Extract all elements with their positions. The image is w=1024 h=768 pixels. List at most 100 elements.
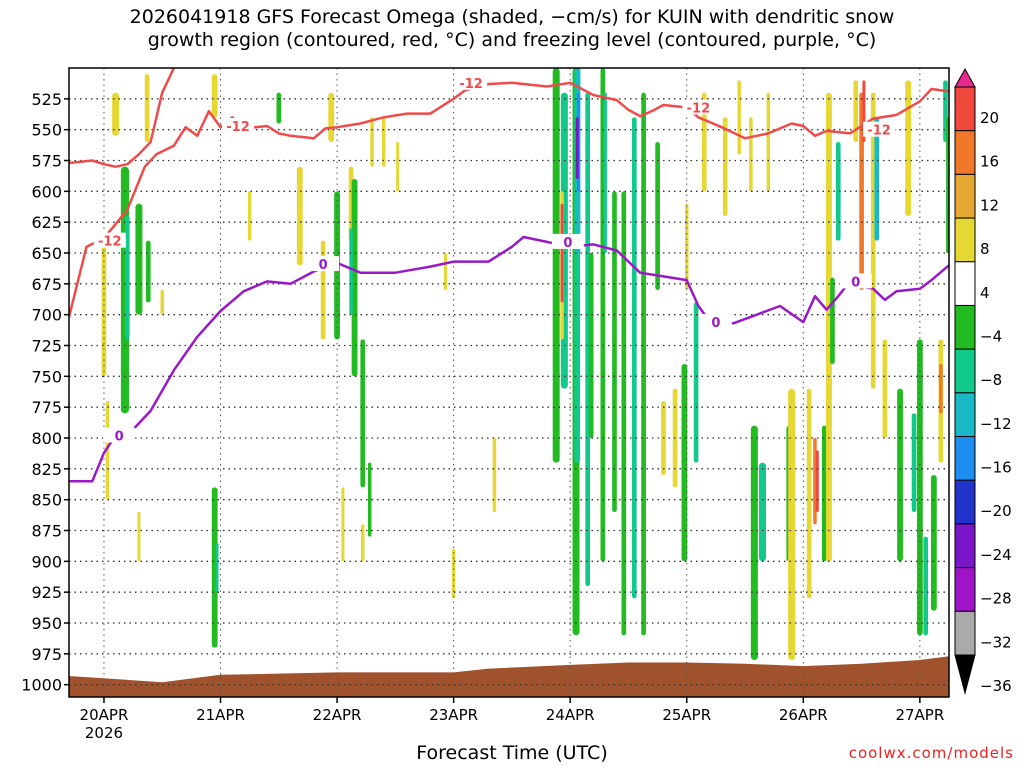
colorbar-label-1: 16 bbox=[980, 153, 999, 171]
omega-blob-6 bbox=[145, 240, 151, 303]
omega-blob-67 bbox=[821, 425, 827, 562]
y-tick-label-12: 825 bbox=[31, 460, 62, 479]
colorbar-swatch-2 bbox=[954, 130, 976, 175]
omega-blob-18 bbox=[320, 240, 326, 340]
omega-blob-23 bbox=[367, 462, 372, 537]
freezing-label-4-bg bbox=[839, 273, 872, 289]
freezing-label-1: 0 bbox=[319, 258, 328, 273]
omega-blob-44 bbox=[603, 92, 607, 254]
y-tick-label-16: 925 bbox=[31, 583, 62, 602]
colorbar-label-8: −16 bbox=[980, 459, 1012, 477]
omega-blob-77 bbox=[897, 388, 903, 562]
x-tick-label-1: 21APR bbox=[196, 706, 245, 724]
omega-blob-57 bbox=[737, 80, 741, 155]
omega-blob-35 bbox=[560, 203, 564, 303]
y-axis: 525 550 575 600 625 650 675 700 725 750 775 800 825 8… bbox=[21, 90, 69, 695]
grid-lines bbox=[69, 68, 949, 697]
omega-blob-11 bbox=[247, 191, 252, 241]
omega-blob-40 bbox=[575, 117, 579, 179]
colorbar-label-9: −20 bbox=[980, 502, 1012, 520]
omega-blob-71 bbox=[853, 80, 859, 142]
colorbar-swatch-1 bbox=[954, 86, 976, 132]
y-tick-label-10: 775 bbox=[31, 398, 62, 417]
omega-blob-0 bbox=[112, 92, 120, 136]
y-tick-label-7: 700 bbox=[31, 306, 62, 325]
dendritic-label-0-bg bbox=[93, 232, 126, 248]
omega-blob-54 bbox=[685, 203, 689, 290]
dendritic-label-4-bg bbox=[863, 121, 896, 137]
omega-blob-75 bbox=[874, 117, 880, 241]
y-tick-label-8: 725 bbox=[31, 337, 62, 356]
y-tick-label-0: 525 bbox=[31, 90, 62, 109]
omega-blob-20 bbox=[351, 179, 358, 377]
omega-blob-17 bbox=[215, 542, 219, 593]
colorbar-swatch-6 bbox=[954, 304, 976, 350]
credit-text: coolwx.com/models bbox=[848, 744, 1014, 762]
colorbar-label-4: 4 bbox=[980, 284, 990, 302]
colorbar-swatch-5 bbox=[954, 261, 976, 306]
freezing-label-0-bg bbox=[103, 427, 136, 443]
omega-blob-55 bbox=[701, 92, 707, 192]
y-tick-label-9: 750 bbox=[31, 367, 62, 386]
omega-blob-28 bbox=[360, 524, 365, 562]
omega-blob-5 bbox=[135, 203, 143, 315]
omega-blob-56 bbox=[722, 117, 728, 216]
y-tick-label-19: 1000 bbox=[21, 676, 62, 695]
x-year-label: 2026 bbox=[85, 724, 123, 742]
colorbar-label-0: 20 bbox=[980, 109, 999, 127]
ground-surface bbox=[69, 656, 949, 697]
colorbar-swatch-4 bbox=[954, 217, 976, 263]
x-axis-title: Forecast Time (UTC) bbox=[416, 742, 608, 764]
omega-blob-14 bbox=[328, 92, 335, 142]
plot-background bbox=[69, 68, 949, 697]
colorbar-swatch-9 bbox=[954, 436, 976, 481]
omega-blob-25 bbox=[370, 117, 374, 167]
dendritic-label-1-bg bbox=[222, 117, 255, 133]
dendritic-label-0: -12 bbox=[98, 235, 122, 250]
omega-blob-48 bbox=[641, 92, 646, 636]
omega-blob-2 bbox=[105, 401, 110, 500]
x-tick-label-4: 24APR bbox=[546, 706, 595, 724]
omega-blob-69 bbox=[830, 277, 835, 364]
x-tick-label-3: 23APR bbox=[429, 706, 478, 724]
dendritic-label-2-bg bbox=[455, 74, 488, 90]
x-tick-label-6: 26APR bbox=[779, 706, 828, 724]
colorbar-label-13: −36 bbox=[980, 677, 1012, 695]
y-tick-label-2: 575 bbox=[31, 152, 62, 171]
freezing-label-3-bg bbox=[699, 314, 732, 330]
colorbar-label-3: 8 bbox=[980, 240, 990, 258]
omega-blob-8 bbox=[160, 290, 164, 315]
colorbar-swatch-8 bbox=[954, 392, 976, 438]
freezing-label-4: 0 bbox=[851, 275, 860, 290]
omega-blob-32 bbox=[552, 68, 560, 463]
omega-blob-12 bbox=[276, 92, 282, 124]
omega-blob-7 bbox=[144, 74, 150, 142]
colorbar-label-7: −12 bbox=[980, 415, 1012, 433]
colorbar-swatch-3 bbox=[954, 173, 976, 219]
x-tick-label-0: 20APR bbox=[80, 706, 129, 724]
omega-blob-10 bbox=[211, 74, 218, 118]
omega-blob-63 bbox=[788, 388, 796, 660]
omega-blob-22 bbox=[360, 339, 366, 488]
omega-blob-16 bbox=[211, 487, 218, 648]
omega-blob-29 bbox=[492, 438, 497, 512]
dendritic-contour-line-upper bbox=[69, 68, 176, 168]
omega-blob-4 bbox=[124, 216, 130, 340]
omega-blob-41 bbox=[585, 92, 591, 587]
freezing-label-3: 0 bbox=[711, 316, 720, 331]
omega-blob-49 bbox=[655, 142, 660, 290]
x-tick-label-2: 22APR bbox=[313, 706, 362, 724]
omega-blob-84 bbox=[939, 364, 943, 414]
x-axis: 20APR 21APR 22APR 23APR 24APR 25APR 26APR 27APR bbox=[80, 697, 944, 724]
freezing-label-0: 0 bbox=[115, 430, 124, 445]
colorbar-swatch-12 bbox=[954, 567, 976, 612]
dendritic-label-3: -12 bbox=[687, 101, 711, 116]
ground-layer bbox=[69, 656, 949, 697]
omega-blob-58 bbox=[749, 117, 753, 192]
y-tick-label-1: 550 bbox=[31, 121, 62, 140]
colorbar-top-arrow bbox=[954, 67, 976, 88]
freezing-label-2-bg bbox=[551, 233, 584, 249]
x-tick-label-5: 25APR bbox=[662, 706, 711, 724]
freezing-label-1-bg bbox=[307, 256, 340, 272]
